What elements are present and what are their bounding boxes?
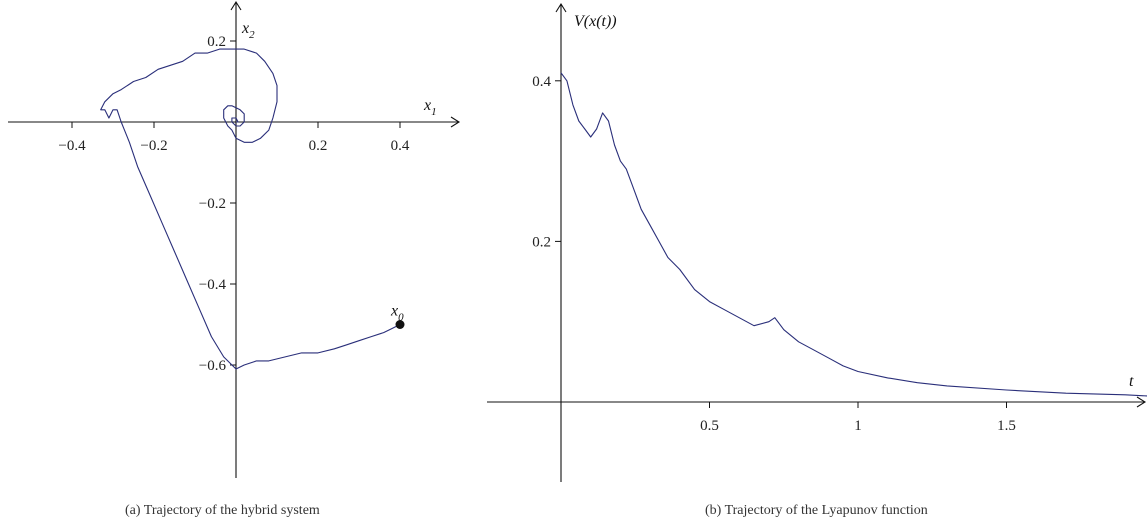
t-tick-label: 1 <box>854 418 862 434</box>
v-axis-arrow <box>555 2 567 13</box>
x2-tick-label: 0.2 <box>207 34 226 50</box>
lyapunov-line <box>560 72 1147 397</box>
initial-point-label: x0 <box>390 303 404 324</box>
trajectory-line <box>100 48 401 370</box>
t-axis-arrow <box>1136 396 1147 408</box>
x2-tick-label: −0.2 <box>199 196 226 212</box>
trajectory-chart: −0.4 −0.2 0.2 0.4 0.2 −0.2 −0.4 −0.6 x1 x2 x0 <box>8 0 461 478</box>
x1-tick-label: −0.2 <box>140 138 167 154</box>
v-tick-label: 0.2 <box>532 234 551 250</box>
x2-tick-label: −0.6 <box>199 358 227 374</box>
t-tick-label: 1.5 <box>997 418 1016 434</box>
v-axis-label: V(x(t)) <box>574 13 617 30</box>
t-tick-label: 0.5 <box>700 418 719 434</box>
x1-tick-label: 0.4 <box>391 138 410 154</box>
caption-b: (b) Trajectory of the Lyapunov function <box>705 503 928 518</box>
caption-a: (a) Trajectory of the hybrid system <box>125 503 320 518</box>
v-tick-label: 0.4 <box>532 74 551 90</box>
x1-tick-label: −0.4 <box>58 138 86 154</box>
x2-axis-label: x2 <box>241 20 255 41</box>
x2-axis-arrow <box>230 0 242 11</box>
x1-axis-arrow <box>450 116 461 128</box>
t-axis-label: t <box>1129 373 1134 390</box>
lyapunov-chart: 0.511.522.533.50.20.4tV(x(t)) <box>487 2 1147 482</box>
initial-point-marker <box>395 320 405 329</box>
x1-tick-label: 0.2 <box>309 138 328 154</box>
x2-tick-label: −0.4 <box>199 277 227 293</box>
x1-axis-label: x1 <box>423 97 437 118</box>
